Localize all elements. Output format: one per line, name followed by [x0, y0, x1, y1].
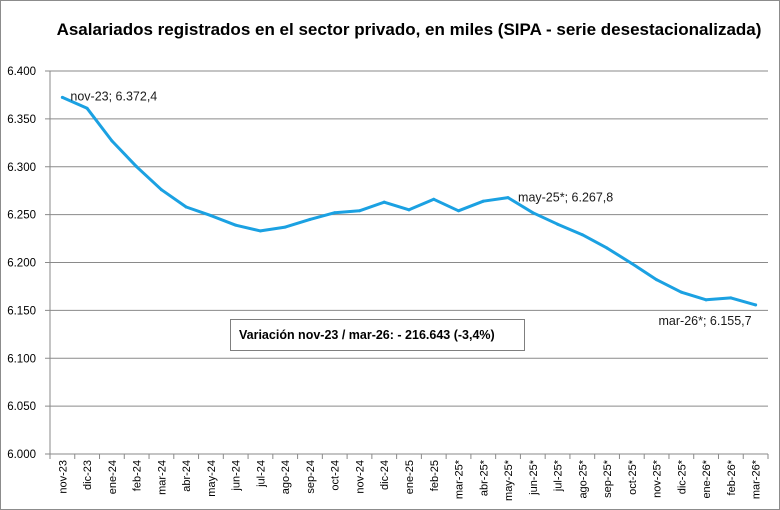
x-tick-label: may-25* — [503, 459, 515, 501]
y-tick-label: 6.300 — [7, 162, 36, 174]
x-tick-label: abr-25* — [478, 459, 490, 496]
x-tick-label: feb-25 — [429, 460, 441, 491]
data-point — [481, 199, 485, 203]
x-tick-label: ago-25* — [577, 459, 589, 498]
x-tick-label: feb-24 — [132, 460, 144, 491]
data-point — [704, 298, 708, 302]
data-point — [60, 95, 64, 99]
x-tick-label: ene-26* — [701, 459, 713, 498]
data-point — [679, 290, 683, 294]
chart-title: Asalariados registrados en el sector pri… — [56, 20, 762, 39]
gridlines — [50, 70, 768, 407]
data-label: mar-26*; 6.155,7 — [659, 314, 752, 328]
data-point — [729, 296, 733, 300]
x-tick-label: nov-25* — [652, 459, 664, 498]
x-tick-label: nov-24 — [354, 460, 366, 494]
x-tick-label: sep-25* — [602, 459, 614, 498]
y-axis-ticks: 6.000 6.050 6.100 6.150 6.200 6.250 6.300 6.350… — [7, 66, 50, 461]
y-tick-label: 6.050 — [7, 401, 36, 413]
x-tick-label: jul-24 — [255, 460, 267, 488]
x-tick-label: ago-24 — [280, 460, 292, 494]
data-point — [159, 188, 163, 192]
data-point — [580, 233, 584, 237]
data-point — [234, 223, 238, 227]
variation-note: Variación nov-23 / mar-26: - 216.643 (-3… — [230, 319, 525, 351]
x-tick-label: oct-25* — [627, 459, 639, 495]
x-tick-label: dic-23 — [82, 460, 94, 490]
data-point — [630, 261, 634, 265]
x-tick-label: oct-24 — [330, 460, 342, 491]
x-tick-label: mar-26* — [751, 459, 763, 499]
y-tick-label: 6.250 — [7, 210, 36, 222]
y-tick-label: 6.150 — [7, 305, 36, 317]
data-point — [357, 209, 361, 213]
x-tick-label: sep-24 — [305, 460, 317, 494]
x-tick-label: abr-24 — [181, 460, 193, 492]
y-tick-label: 6.400 — [7, 66, 36, 78]
x-tick-label: jul-25* — [553, 459, 565, 492]
x-tick-label: jun-24 — [231, 460, 243, 492]
data-point — [258, 229, 262, 233]
x-tick-label: mar-25* — [454, 459, 466, 499]
x-tick-label: feb-26* — [726, 459, 738, 495]
x-tick-label: dic-25* — [676, 459, 688, 494]
data-point — [506, 196, 510, 200]
data-point — [556, 222, 560, 226]
data-point — [85, 106, 89, 110]
data-point — [283, 225, 287, 229]
x-axis-ticks: nov-23 dic-23 ene-24 feb-24 mar-24 abr-24 may-… — [49, 454, 769, 501]
y-tick-label: 6.200 — [7, 258, 36, 270]
data-point — [184, 205, 188, 209]
x-tick-label: mar-24 — [156, 460, 168, 495]
y-tick-label: 6.350 — [7, 114, 36, 126]
data-point — [382, 200, 386, 204]
data-point — [110, 139, 114, 143]
x-tick-label: dic-24 — [379, 460, 391, 490]
data-label: nov-23; 6.372,4 — [70, 89, 157, 103]
y-tick-label: 6.000 — [7, 449, 36, 461]
data-label: may-25*; 6.267,8 — [518, 191, 613, 205]
annotations: nov-23; 6.372,4 may-25*; 6.267,8 mar-26*; … — [70, 89, 751, 327]
x-tick-label: ene-24 — [107, 460, 119, 494]
series-line — [60, 95, 758, 307]
data-point — [457, 209, 461, 213]
data-point — [605, 246, 609, 250]
data-point — [432, 197, 436, 201]
data-point — [407, 208, 411, 212]
x-tick-label: nov-23 — [57, 460, 69, 494]
y-tick-label: 6.100 — [7, 353, 36, 365]
data-point — [308, 217, 312, 221]
data-point — [655, 278, 659, 282]
data-point — [135, 165, 139, 169]
x-tick-label: may-24 — [206, 460, 218, 497]
data-point — [531, 211, 535, 215]
x-tick-label: jun-25* — [528, 459, 540, 496]
data-point — [333, 211, 337, 215]
data-point — [209, 214, 213, 218]
data-point — [754, 303, 758, 307]
series — [60, 95, 758, 307]
x-tick-label: ene-25 — [404, 460, 416, 494]
